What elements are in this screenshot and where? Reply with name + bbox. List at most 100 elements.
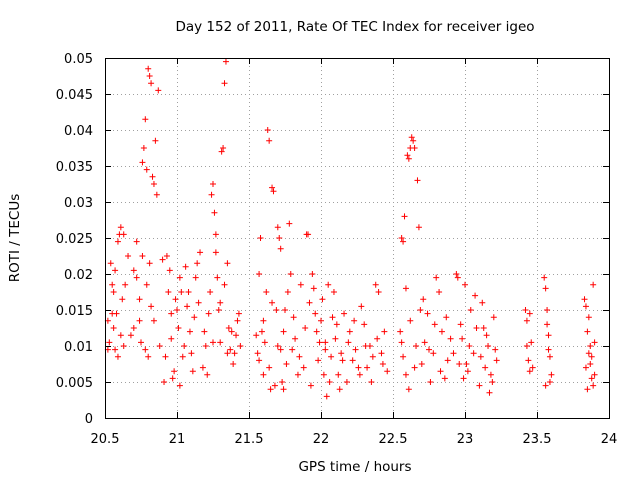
data-point [358,303,365,310]
data-point [220,145,227,151]
data-point [329,314,336,321]
data-point [195,299,202,306]
data-point [443,314,450,321]
x-tick-label: 23 [457,432,474,447]
data-point [230,361,237,367]
data-point [436,289,443,295]
data-point [222,58,229,65]
data-point [106,339,113,346]
data-point [277,346,284,353]
data-point [384,368,391,375]
data-point [283,361,290,367]
data-point [339,357,346,364]
data-point [433,274,440,281]
data-point [322,346,329,353]
data-point [156,343,163,349]
data-point [271,382,278,389]
data-point [114,238,121,245]
data-point [258,328,265,335]
data-point [174,307,180,313]
data-point [221,281,228,288]
data-point [130,325,137,331]
data-point [487,371,494,378]
data-point [415,224,422,231]
data-point [457,321,464,328]
data-point [427,379,434,385]
data-point [191,314,198,321]
data-point [364,364,371,371]
data-point [545,332,552,339]
data-point [109,310,116,317]
data-point [420,296,427,303]
data-point [323,393,330,400]
data-point [122,281,129,288]
data-point [305,231,312,238]
data-point [352,346,359,353]
data-point [237,343,244,349]
data-point [153,191,160,198]
data-point [546,379,553,385]
data-point [545,346,552,353]
data-point [152,137,159,144]
data-point [581,296,588,303]
data-point [548,371,555,378]
data-point [335,371,342,378]
data-point [176,274,183,281]
y-tick-label: 0.05 [64,52,93,67]
data-point [361,321,368,328]
data-point [296,353,303,360]
data-point [208,191,215,198]
data-point [145,65,152,72]
data-point [542,382,549,389]
data-point [199,364,206,371]
data-point [175,325,182,331]
data-point [326,379,333,385]
data-point [267,386,274,393]
data-point [341,310,348,317]
y-tick-label: 0.02 [64,268,93,283]
data-point [274,224,281,231]
data-point [188,350,195,357]
data-point [201,328,208,335]
data-point [343,379,350,385]
data-point [225,325,232,331]
data-point [312,310,319,317]
y-axis-title: ROTI / TECUs [7,194,23,282]
data-point [379,361,386,367]
data-point [447,335,454,342]
data-point [349,357,356,364]
data-point [148,303,155,310]
data-point [523,317,530,324]
data-point [437,368,444,375]
data-point [221,80,228,87]
data-point [430,350,437,357]
data-point [490,314,497,321]
data-point [355,364,362,371]
data-point [381,328,388,335]
data-point [313,328,320,335]
data-point [482,364,489,371]
data-point [400,353,407,360]
y-tick-labels: 0 0.005 0.01 0.015 0.02 0.025 0.03 0.035 0.04 0.0… [56,52,93,427]
gridlines [105,58,609,418]
data-point [318,317,324,324]
data-point [325,281,332,288]
y-tick-label: 0.03 [64,196,93,211]
data-point [235,310,242,317]
data-point [150,181,157,187]
data-point [485,343,492,349]
x-tick-label: 24 [601,432,618,447]
data-point [322,339,329,346]
data-point [431,321,438,328]
data-point [413,343,420,349]
data-point [411,145,418,151]
data-point [228,328,235,335]
data-point [150,317,157,324]
data-point [336,386,343,393]
data-point [233,332,240,339]
data-point [149,173,156,180]
data-point [309,271,316,277]
data-point [585,350,592,357]
data-point [197,249,204,256]
